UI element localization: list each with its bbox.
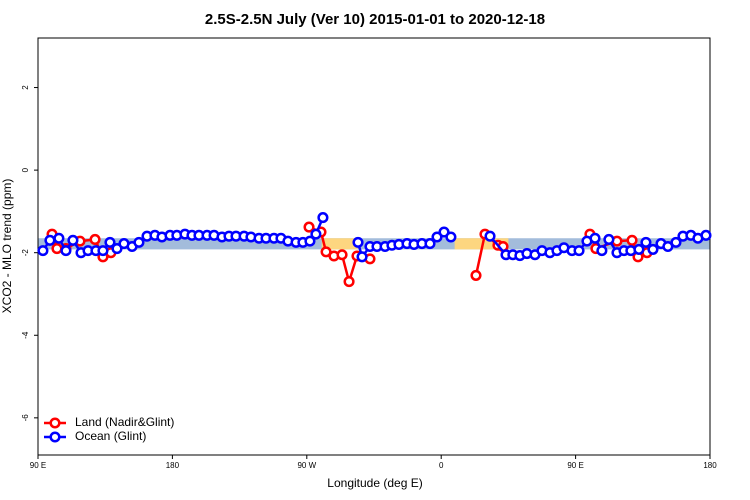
data-point bbox=[431, 231, 443, 243]
x-tick-label: 180 bbox=[703, 461, 717, 470]
data-point bbox=[111, 243, 123, 255]
data-point bbox=[626, 234, 638, 246]
y-axis-label: XCO2 - MLO trend (ppm) bbox=[0, 179, 14, 314]
data-point bbox=[51, 243, 63, 255]
data-point bbox=[445, 231, 457, 243]
chart-title: 2.5S-2.5N July (Ver 10) 2015-01-01 to 20… bbox=[205, 11, 545, 28]
legend-marker bbox=[49, 417, 61, 429]
data-point bbox=[303, 221, 315, 233]
band bbox=[454, 238, 509, 250]
legend-label: Land (Nadir&Glint) bbox=[75, 415, 174, 429]
data-point bbox=[310, 228, 322, 240]
data-point bbox=[343, 276, 355, 288]
y-tick-label: -6 bbox=[21, 414, 30, 422]
data-point bbox=[670, 236, 682, 248]
data-point bbox=[633, 243, 645, 255]
data-point bbox=[356, 251, 368, 263]
data-point bbox=[60, 245, 72, 257]
data-point bbox=[640, 236, 652, 248]
x-tick-label: 90 E bbox=[30, 461, 46, 470]
data-point bbox=[37, 245, 49, 257]
y-tick-label: -4 bbox=[21, 331, 30, 339]
data-point bbox=[44, 234, 56, 246]
x-tick-label: 90 W bbox=[297, 461, 316, 470]
data-point bbox=[662, 240, 674, 253]
data-point bbox=[596, 245, 608, 257]
y-tick-label: 2 bbox=[21, 85, 30, 90]
data-point bbox=[700, 229, 712, 241]
x-tick-label: 0 bbox=[439, 461, 444, 470]
data-point bbox=[589, 232, 601, 244]
data-point bbox=[317, 212, 329, 224]
x-tick-label: 180 bbox=[166, 461, 180, 470]
data-point bbox=[67, 234, 79, 246]
data-point bbox=[97, 245, 109, 257]
data-point bbox=[603, 233, 615, 246]
band bbox=[321, 238, 358, 250]
plot-frame bbox=[37, 37, 711, 456]
data-point bbox=[424, 238, 436, 250]
legend-marker bbox=[49, 431, 61, 443]
data-point bbox=[647, 243, 659, 255]
data-point bbox=[104, 236, 116, 248]
data-point bbox=[352, 236, 364, 248]
legend-label: Ocean (Glint) bbox=[75, 429, 146, 443]
data-point bbox=[133, 236, 145, 248]
data-point bbox=[53, 232, 65, 244]
data-point bbox=[304, 235, 316, 247]
x-axis-label: Longitude (deg E) bbox=[327, 476, 422, 490]
data-point bbox=[573, 245, 585, 257]
data-point bbox=[336, 249, 348, 261]
data-point bbox=[484, 230, 496, 242]
data-point bbox=[89, 233, 101, 246]
data-point bbox=[470, 269, 482, 281]
y-tick-label: -2 bbox=[21, 249, 30, 257]
y-tick-label: 0 bbox=[21, 167, 30, 172]
x-tick-label: 90 E bbox=[567, 461, 583, 470]
